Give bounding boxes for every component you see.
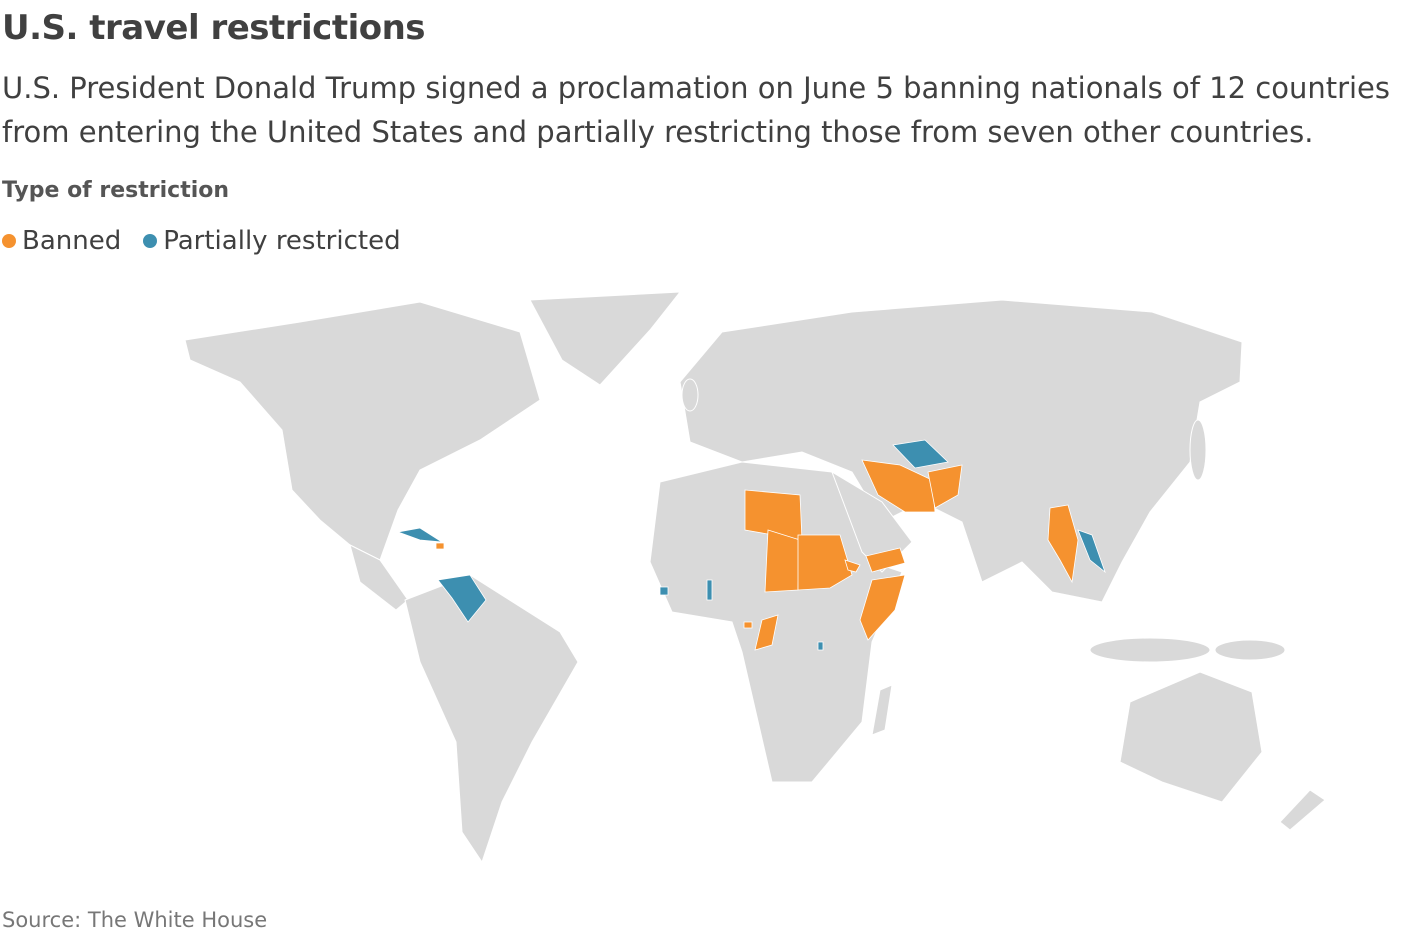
- sierra-leone: [659, 586, 669, 596]
- afghanistan: [927, 464, 963, 509]
- legend-item: Partially restricted: [143, 226, 401, 256]
- legend-swatch: [2, 234, 16, 248]
- haiti: [435, 542, 445, 550]
- uk: [681, 378, 699, 412]
- eritrea: [844, 559, 861, 573]
- new-zealand: [1279, 789, 1326, 831]
- greenland: [529, 291, 682, 386]
- congo: [754, 614, 779, 651]
- eurasia: [679, 299, 1243, 603]
- south-america: [404, 574, 579, 864]
- subtitle: U.S. President Donald Trump signed a pro…: [2, 71, 1391, 149]
- legend: Banned Partially restricted: [2, 226, 401, 256]
- legend-title: Type of restriction: [2, 178, 230, 203]
- land: [184, 291, 1326, 864]
- chad: [764, 529, 801, 593]
- restricted-countries: [396, 439, 1106, 651]
- source: Source: The White House: [2, 908, 268, 932]
- equatorial-guinea: [743, 621, 753, 629]
- myanmar: [1047, 504, 1079, 584]
- laos: [1077, 529, 1106, 574]
- legend-label: Partially restricted: [163, 226, 401, 256]
- turkmenistan: [892, 439, 949, 469]
- cuba: [396, 527, 443, 543]
- sudan: [797, 534, 853, 591]
- iran: [861, 459, 936, 513]
- australia: [1119, 671, 1263, 803]
- venezuela: [437, 574, 487, 623]
- yemen: [865, 547, 906, 573]
- somalia: [859, 574, 906, 641]
- legend-swatch: [143, 234, 158, 248]
- north-america: [184, 301, 541, 561]
- togo: [706, 579, 713, 601]
- madagascar: [871, 684, 893, 736]
- legend-item: Banned: [2, 226, 121, 256]
- new-guinea: [1214, 639, 1286, 661]
- indonesia: [1089, 637, 1211, 663]
- central-america: [349, 544, 409, 611]
- burundi: [817, 641, 824, 651]
- japan: [1189, 419, 1207, 481]
- legend-label: Banned: [22, 226, 122, 256]
- title: U.S. travel restrictions: [2, 8, 426, 48]
